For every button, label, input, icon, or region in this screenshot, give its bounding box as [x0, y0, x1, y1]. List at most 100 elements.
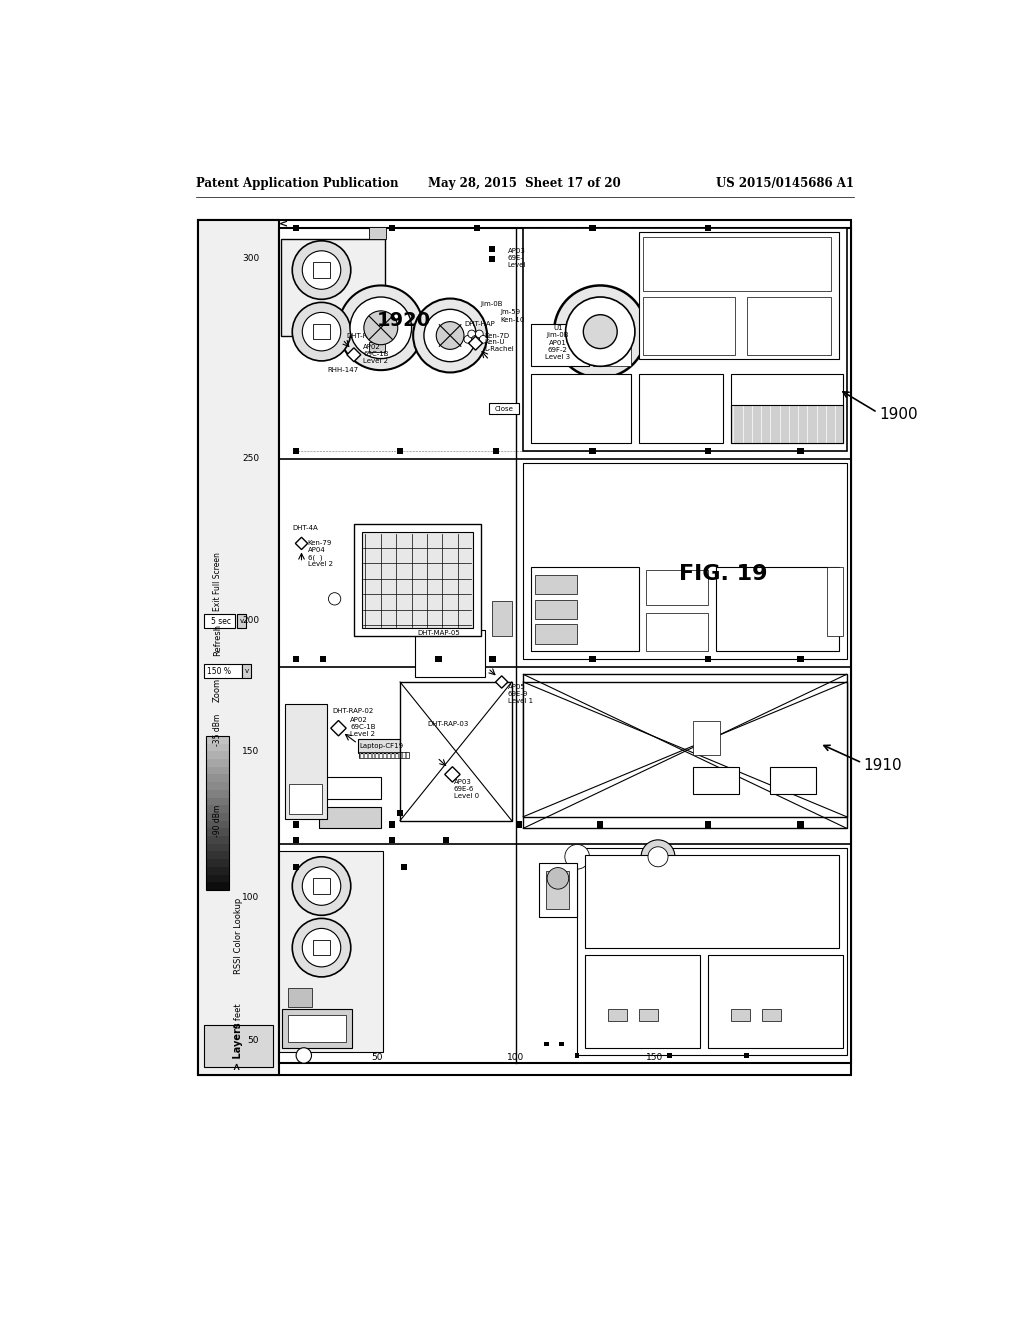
Bar [474, 224, 480, 231]
Text: Level 2: Level 2 [307, 561, 333, 568]
Bar [731, 374, 843, 444]
Text: 200: 200 [242, 616, 259, 624]
Bar [206, 805, 229, 813]
Circle shape [475, 330, 483, 338]
Bar [206, 767, 229, 775]
Bar [206, 813, 229, 821]
Text: U1: U1 [553, 325, 563, 331]
Bar [280, 851, 383, 1052]
Circle shape [302, 313, 341, 351]
Bar [705, 821, 711, 828]
Bar [523, 682, 847, 817]
Bar [319, 777, 381, 799]
Text: FIG. 19: FIG. 19 [679, 564, 768, 585]
Bar [535, 576, 578, 594]
Bar [206, 781, 229, 789]
Bar [416, 631, 484, 677]
Circle shape [464, 335, 472, 343]
Text: RHH-147: RHH-147 [327, 367, 358, 374]
Circle shape [641, 840, 675, 874]
Bar [204, 614, 234, 628]
Bar [206, 851, 229, 859]
Bar [535, 624, 578, 644]
Circle shape [302, 251, 341, 289]
Bar [281, 239, 385, 335]
Bar [199, 220, 280, 1074]
Circle shape [648, 847, 668, 867]
Text: Refresh: Refresh [213, 623, 222, 656]
Text: -35 dBm: -35 dBm [213, 714, 222, 746]
Bar [716, 566, 839, 651]
Text: > Layers: > Layers [233, 1023, 244, 1071]
Circle shape [472, 335, 479, 343]
Bar [762, 1010, 781, 1020]
Text: 5 sec: 5 sec [211, 616, 231, 626]
Bar [585, 855, 839, 948]
Bar [744, 1053, 749, 1057]
Circle shape [424, 309, 476, 362]
Bar [668, 1053, 672, 1057]
Text: 50: 50 [372, 1053, 383, 1063]
Bar [639, 374, 724, 444]
Circle shape [554, 285, 646, 378]
Bar [493, 601, 512, 636]
Text: 69E-: 69E- [508, 255, 523, 261]
Text: Ken-79: Ken-79 [307, 540, 332, 546]
Circle shape [292, 302, 351, 360]
Bar [400, 682, 512, 821]
Bar [593, 323, 631, 367]
Text: Close: Close [495, 405, 513, 412]
Bar [293, 224, 299, 231]
Bar [206, 737, 229, 890]
Bar [608, 1010, 628, 1020]
Text: 1910: 1910 [863, 758, 902, 772]
Text: AP03: AP03 [454, 779, 472, 785]
Bar [357, 739, 400, 752]
Text: L-Rachel: L-Rachel [484, 346, 514, 352]
Bar [523, 462, 847, 659]
Bar [443, 837, 450, 843]
Bar [206, 821, 229, 829]
Bar [643, 238, 831, 290]
Bar [243, 664, 252, 678]
Text: 0 feet: 0 feet [233, 1003, 243, 1028]
Bar [423, 721, 484, 767]
Text: 1920: 1920 [377, 310, 431, 330]
Bar [731, 1010, 751, 1020]
Bar [770, 767, 816, 793]
Bar [206, 751, 229, 759]
Bar [319, 807, 381, 829]
Text: Level 2: Level 2 [364, 358, 388, 364]
Bar [590, 224, 596, 231]
Text: DHT-RAP-02: DHT-RAP-02 [333, 709, 374, 714]
Bar [692, 721, 720, 755]
Bar [206, 882, 229, 890]
Bar [705, 224, 711, 231]
Text: 50: 50 [248, 1036, 259, 1044]
Circle shape [292, 240, 351, 300]
Text: Jim-0B: Jim-0B [480, 301, 503, 308]
Bar [293, 863, 299, 870]
Text: 1900: 1900 [879, 408, 918, 422]
Bar [705, 656, 711, 663]
Polygon shape [496, 676, 508, 688]
Bar [359, 752, 410, 758]
Text: Zoom: Zoom [213, 677, 222, 702]
Text: 6(  ): 6( ) [307, 554, 323, 561]
Bar [397, 447, 403, 454]
Bar [798, 821, 804, 828]
Bar [523, 675, 847, 829]
Text: Exit Full Screen: Exit Full Screen [213, 553, 222, 611]
Bar [313, 940, 330, 956]
Bar [531, 566, 639, 651]
Bar [206, 737, 229, 743]
Bar [206, 875, 229, 882]
Circle shape [350, 297, 412, 359]
Text: Jim-0B: Jim-0B [547, 333, 569, 338]
Bar [639, 1010, 658, 1020]
Bar [746, 297, 831, 355]
Circle shape [339, 285, 423, 370]
Text: <: < [280, 219, 289, 228]
Bar [389, 837, 395, 843]
Text: v: v [240, 618, 244, 624]
